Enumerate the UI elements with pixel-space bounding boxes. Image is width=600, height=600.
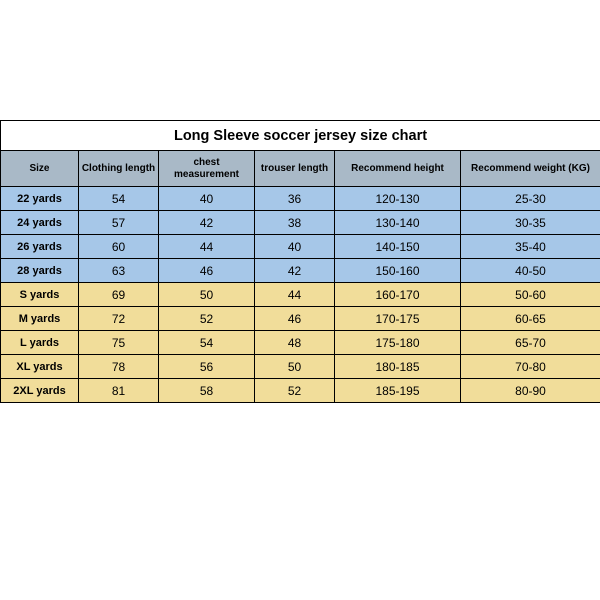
- col-header: trouser length: [255, 151, 335, 187]
- table-row: 24 yards574238130-14030-35: [1, 211, 600, 235]
- value-cell: 40: [255, 235, 335, 259]
- value-cell: 65-70: [461, 331, 600, 355]
- size-cell: M yards: [1, 307, 79, 331]
- value-cell: 46: [159, 259, 255, 283]
- table-row: S yards695044160-17050-60: [1, 283, 600, 307]
- table-row: 2XL yards815852185-19580-90: [1, 379, 600, 403]
- value-cell: 46: [255, 307, 335, 331]
- value-cell: 185-195: [335, 379, 461, 403]
- value-cell: 58: [159, 379, 255, 403]
- value-cell: 69: [79, 283, 159, 307]
- value-cell: 150-160: [335, 259, 461, 283]
- value-cell: 140-150: [335, 235, 461, 259]
- title-row: Long Sleeve soccer jersey size chart: [1, 121, 600, 151]
- value-cell: 50-60: [461, 283, 600, 307]
- value-cell: 60-65: [461, 307, 600, 331]
- value-cell: 40: [159, 187, 255, 211]
- value-cell: 57: [79, 211, 159, 235]
- value-cell: 35-40: [461, 235, 600, 259]
- table-row: 28 yards634642150-16040-50: [1, 259, 600, 283]
- value-cell: 56: [159, 355, 255, 379]
- value-cell: 63: [79, 259, 159, 283]
- size-cell: 24 yards: [1, 211, 79, 235]
- table-row: M yards725246170-17560-65: [1, 307, 600, 331]
- value-cell: 36: [255, 187, 335, 211]
- value-cell: 170-175: [335, 307, 461, 331]
- table-row: 26 yards604440140-15035-40: [1, 235, 600, 259]
- table-row: L yards755448175-18065-70: [1, 331, 600, 355]
- value-cell: 72: [79, 307, 159, 331]
- col-header: Clothing length: [79, 151, 159, 187]
- header-row: Size Clothing length chest measurement t…: [1, 151, 600, 187]
- value-cell: 42: [159, 211, 255, 235]
- value-cell: 50: [159, 283, 255, 307]
- value-cell: 81: [79, 379, 159, 403]
- value-cell: 40-50: [461, 259, 600, 283]
- value-cell: 44: [159, 235, 255, 259]
- value-cell: 60: [79, 235, 159, 259]
- value-cell: 25-30: [461, 187, 600, 211]
- value-cell: 38: [255, 211, 335, 235]
- size-cell: 2XL yards: [1, 379, 79, 403]
- value-cell: 130-140: [335, 211, 461, 235]
- value-cell: 48: [255, 331, 335, 355]
- value-cell: 80-90: [461, 379, 600, 403]
- table-body: 22 yards544036120-13025-3024 yards574238…: [1, 187, 600, 403]
- value-cell: 75: [79, 331, 159, 355]
- table-row: XL yards785650180-18570-80: [1, 355, 600, 379]
- value-cell: 44: [255, 283, 335, 307]
- page: Long Sleeve soccer jersey size chart Siz…: [0, 0, 600, 600]
- value-cell: 52: [159, 307, 255, 331]
- value-cell: 50: [255, 355, 335, 379]
- value-cell: 42: [255, 259, 335, 283]
- value-cell: 180-185: [335, 355, 461, 379]
- col-header: Recommend weight (KG): [461, 151, 600, 187]
- value-cell: 54: [159, 331, 255, 355]
- size-cell: 28 yards: [1, 259, 79, 283]
- table-head: Long Sleeve soccer jersey size chart Siz…: [1, 121, 600, 187]
- size-cell: XL yards: [1, 355, 79, 379]
- table-title: Long Sleeve soccer jersey size chart: [1, 121, 600, 151]
- col-header: Recommend height: [335, 151, 461, 187]
- col-header: chest measurement: [159, 151, 255, 187]
- value-cell: 30-35: [461, 211, 600, 235]
- value-cell: 175-180: [335, 331, 461, 355]
- value-cell: 54: [79, 187, 159, 211]
- value-cell: 160-170: [335, 283, 461, 307]
- size-cell: 26 yards: [1, 235, 79, 259]
- value-cell: 52: [255, 379, 335, 403]
- size-chart-table: Long Sleeve soccer jersey size chart Siz…: [0, 120, 600, 403]
- table-row: 22 yards544036120-13025-30: [1, 187, 600, 211]
- size-cell: 22 yards: [1, 187, 79, 211]
- size-cell: L yards: [1, 331, 79, 355]
- value-cell: 70-80: [461, 355, 600, 379]
- value-cell: 120-130: [335, 187, 461, 211]
- col-header: Size: [1, 151, 79, 187]
- size-cell: S yards: [1, 283, 79, 307]
- value-cell: 78: [79, 355, 159, 379]
